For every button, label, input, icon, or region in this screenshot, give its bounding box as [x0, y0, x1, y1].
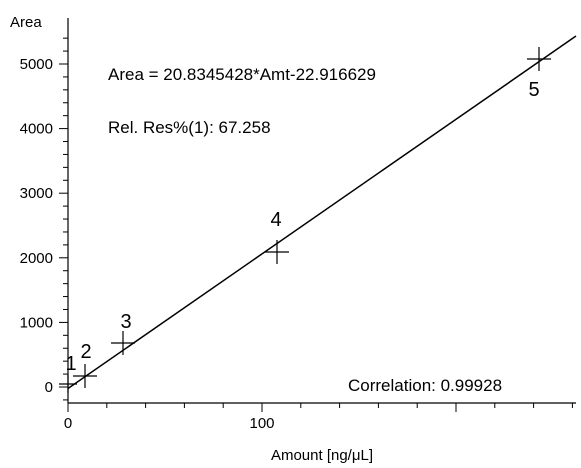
y-tick-label: 0: [45, 379, 53, 396]
axes: [67, 18, 576, 404]
point-label: 4: [270, 209, 281, 231]
y-tick-label: 4000: [20, 121, 53, 138]
data-points: 12 3 4 5: [59, 47, 551, 393]
x-axis-title: Amount [ng/μL]: [271, 447, 373, 464]
point-label: 5: [528, 79, 539, 101]
axis-ticks: 0 1000 2000 3000 4000 5000 0 100: [20, 37, 573, 432]
fit-line: [67, 35, 577, 390]
y-tick-label: 3000: [20, 185, 53, 202]
y-tick-label: 1000: [20, 314, 53, 331]
correlation-annotation: Correlation: 0.99928: [348, 376, 502, 395]
fit-line-group: [67, 35, 577, 390]
y-axis-title: Area: [10, 14, 42, 31]
equation-annotation: Area = 20.8345428*Amt-22.916629: [108, 65, 376, 84]
y-tick-label: 5000: [20, 56, 53, 73]
point-label: 3: [120, 311, 131, 333]
x-tick-label: 100: [249, 415, 274, 432]
point-label: 1: [65, 353, 76, 375]
residual-annotation: Rel. Res%(1): 67.258: [108, 118, 271, 137]
point-label: 2: [80, 341, 91, 363]
x-tick-label: 0: [64, 415, 72, 432]
y-tick-label: 2000: [20, 250, 53, 267]
